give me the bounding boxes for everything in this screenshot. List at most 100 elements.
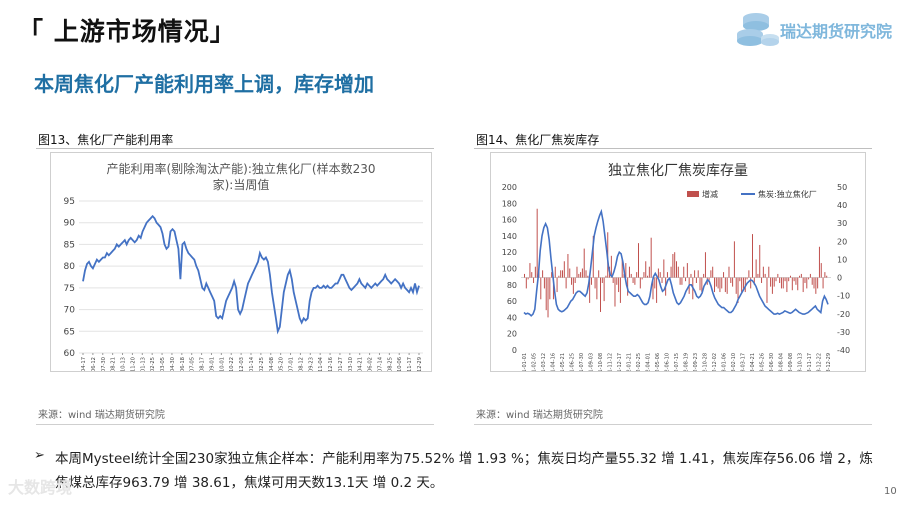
change-bar: [639, 277, 641, 289]
x-tick-label: 2021-07-05: [190, 357, 196, 371]
change-bar: [634, 277, 636, 285]
change-bar: [683, 266, 685, 278]
x-tick-label: 2022-09-23: [693, 353, 699, 371]
x-tick-label: 2022-04-01: [646, 353, 652, 371]
change-bar: [766, 277, 768, 303]
x-tick-label: 2021-02-05: [532, 353, 538, 371]
x-tick-label: 2023-03-17: [741, 353, 747, 371]
capacity-utilization-chart: 产能利用率(剔除淘汰产能):独立焦化厂(样本数230 家):当周值 60 65 70 75…: [50, 152, 432, 387]
x-tick-label: 2020-04-17: [81, 357, 87, 371]
figure-14-caption: 图14、焦化厂焦炭库存: [476, 133, 600, 147]
change-bar: [529, 263, 531, 278]
logo-text: 瑞达期货研究院: [780, 22, 893, 41]
change-bar: [679, 277, 681, 285]
change-bar: [542, 270, 544, 278]
change-bar: [648, 266, 650, 278]
x-tick-label: 2021-03-12: [541, 353, 547, 371]
change-bar: [726, 277, 728, 294]
change-bar: [788, 277, 790, 282]
x-tick-label: 2023-12-22: [817, 353, 823, 371]
x-tick-label: 2021-06-18: [180, 357, 186, 371]
y-tick-label: 95: [64, 197, 75, 207]
change-bar: [616, 277, 618, 285]
change-bar: [650, 237, 652, 278]
x-tick-label: 2023-02-10: [731, 353, 737, 371]
divider: [36, 148, 434, 149]
x-tick-label: 2022-05-20: [279, 357, 285, 371]
legend-line-label: 焦炭:独立焦化厂: [758, 189, 817, 199]
change-bar: [676, 261, 677, 278]
change-bar: [601, 277, 603, 283]
x-tick-label: 2022-07-15: [674, 353, 680, 371]
change-bar: [625, 263, 627, 278]
y2-tick-label: -40: [837, 346, 850, 355]
change-bar: [552, 277, 554, 300]
y-tick-label: 85: [64, 240, 75, 250]
chart-title: 独立焦化厂焦炭库存量: [608, 163, 748, 179]
x-tick-label: 2023-01-06: [722, 353, 728, 371]
x-tick-label: 2023-10-06: [397, 357, 403, 371]
change-bar: [748, 270, 750, 278]
change-bar: [703, 273, 705, 278]
change-bar: [704, 252, 706, 278]
change-bar: [802, 277, 804, 293]
change-bar: [697, 270, 699, 278]
change-bar: [724, 277, 726, 293]
x-tick-label: 2023-12-29: [826, 353, 832, 371]
divider: [474, 424, 872, 425]
x-tick-label: 2023-08-25: [387, 357, 393, 371]
x-tick-label: 2023-10-13: [798, 353, 804, 371]
y-tick-label: 140: [502, 232, 517, 241]
change-bar: [565, 277, 567, 289]
change-bar: [603, 277, 605, 302]
change-bar: [585, 270, 587, 278]
change-bar: [694, 270, 696, 278]
coin-stack-icon: [737, 13, 779, 46]
change-bar: [739, 277, 741, 282]
change-bar: [699, 277, 701, 291]
change-bar: [596, 277, 598, 300]
change-bar: [685, 277, 687, 282]
change-bar: [638, 243, 639, 278]
change-bar: [732, 277, 734, 287]
y-tick-label: 65: [64, 327, 75, 337]
change-bar: [614, 277, 616, 307]
x-tick-label: 2022-12-16: [328, 357, 334, 371]
change-bar: [775, 277, 777, 282]
change-bar: [567, 254, 569, 278]
change-bar: [730, 277, 732, 283]
x-tick-label: 2020-07-30: [101, 357, 107, 371]
change-bar: [753, 277, 755, 285]
y-tick-label: 160: [502, 216, 517, 225]
x-tick-label: 2023-05-26: [760, 353, 766, 371]
x-tick-label: 2023-03-10: [348, 357, 354, 371]
y-tick-label: 100: [502, 265, 517, 274]
x-tick-label: 2022-07-01: [289, 357, 295, 371]
y-tick-label: 60: [507, 297, 517, 306]
change-bar: [663, 259, 665, 278]
change-bar: [628, 266, 630, 278]
x-tick-label: 2022-12-02: [712, 353, 718, 371]
y-tick-label: 180: [502, 199, 517, 208]
change-bar: [714, 277, 715, 293]
change-bar: [695, 277, 697, 283]
coke-inventory-line: [523, 208, 829, 317]
change-bar: [723, 272, 725, 278]
x-tick-label: 2022-02-25: [636, 353, 642, 371]
x-tick-label: 2021-02-25: [150, 357, 156, 371]
change-bar: [719, 277, 721, 293]
change-bar: [654, 277, 656, 289]
change-bar: [677, 266, 679, 278]
x-tick-label: 2023-12-29: [417, 357, 423, 371]
change-bar: [558, 275, 560, 278]
change-bar: [547, 277, 549, 318]
change-bar: [715, 277, 717, 287]
change-bar: [551, 272, 553, 278]
change-bar: [536, 208, 538, 278]
change-bar: [826, 275, 828, 278]
y-tick-label: 90: [64, 219, 76, 229]
change-bar: [780, 277, 782, 289]
change-bar: [742, 277, 744, 289]
change-bar: [580, 272, 582, 278]
change-bar: [643, 272, 645, 278]
